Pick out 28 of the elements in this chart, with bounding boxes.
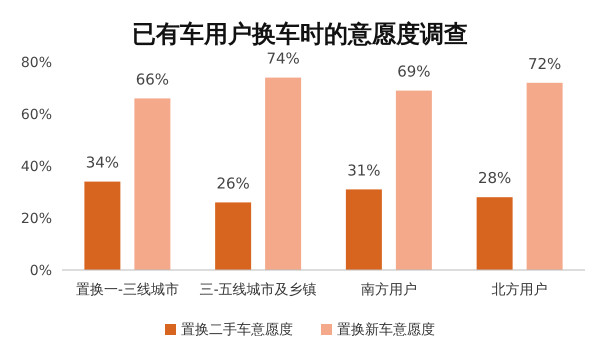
bar [134,98,170,270]
data-label: 66% [136,70,170,88]
data-label: 72% [528,54,562,73]
x-tick-label: 三-五线城市及乡镇 [200,282,317,298]
bar [215,202,252,270]
data-label: 34% [86,154,120,172]
chart-title: 已有车用户换车时的意愿度调查 [132,20,468,48]
x-tick-label: 北方用户 [492,282,548,298]
data-label: 31% [347,161,381,180]
data-label: 69% [397,62,431,81]
bar [476,197,513,270]
y-tick-label: 20% [20,211,52,227]
y-tick-label: 60% [20,107,52,123]
legend-label: 置换新车意愿度 [337,322,435,338]
bar [396,90,432,270]
legend-label: 置换二手车意愿度 [181,322,293,338]
bar [526,82,563,270]
y-tick-label: 40% [20,159,52,175]
data-label: 28% [478,169,512,188]
data-label: 26% [216,174,250,192]
x-tick-label: 置换一-三线城市 [76,282,179,298]
bar [84,182,120,270]
bar [346,189,382,270]
x-tick-label: 南方用户 [360,282,417,298]
y-tick-label: 80% [20,55,52,71]
data-label: 74% [266,50,300,68]
bar [265,78,302,270]
y-tick-label: 0% [30,263,52,279]
